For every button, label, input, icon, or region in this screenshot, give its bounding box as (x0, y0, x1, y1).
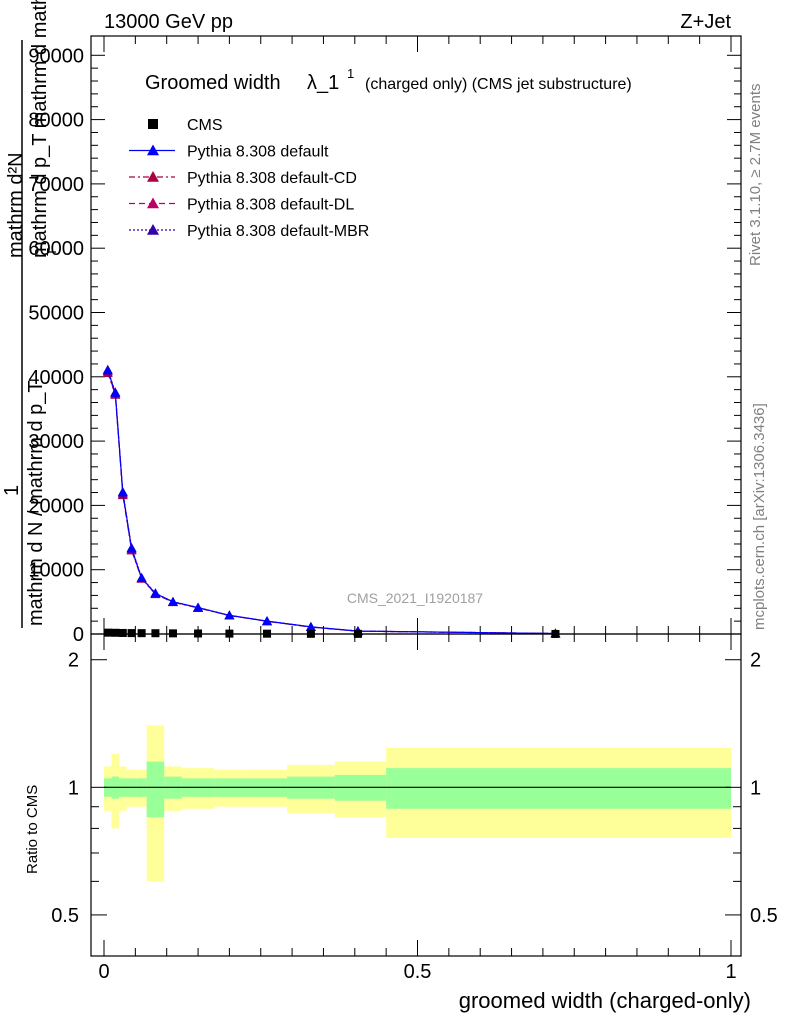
rivet-label: Rivet 3.1.10, ≥ 2.7M events (747, 84, 764, 267)
legend: CMS Pythia 8.308 default Pythia 8.308 defa… (129, 117, 369, 240)
ratio-ylabel: Ratio to CMS (24, 785, 41, 874)
cms-point (127, 629, 136, 638)
main-ytick-label: 60000 (28, 238, 84, 260)
cms-point (118, 628, 127, 637)
series-line (107, 371, 556, 635)
legend-label: CMS (187, 117, 223, 134)
plot-title-superscript: 1 (347, 66, 354, 81)
cms-point (103, 628, 112, 637)
series-point (117, 487, 128, 497)
ratio-frame (90, 633, 742, 957)
process-label: Z+Jet (680, 11, 731, 33)
ratio-panel: 0 0.5 1 0.5 0.5 1 1 2 2 (51, 633, 778, 983)
main-ytick-label: 70000 (28, 174, 84, 196)
series-line (107, 370, 556, 635)
series-point (224, 610, 235, 620)
cms-point (168, 629, 177, 638)
main-ylabel: mathrm d²N mathrm d p_T mathrm d mathrm … (1, 0, 59, 628)
ylabel-line-0: mathrm d²N (5, 152, 27, 258)
ratio-ytick-label-right: 1 (750, 777, 761, 799)
series-point (167, 596, 178, 606)
xlabel: groomed width (charged-only) (459, 988, 751, 1013)
main-ytick-label: 30000 (28, 431, 84, 453)
cms-point (151, 629, 160, 638)
ratio-ytick-label: 1 (68, 777, 79, 799)
ylabel-line-1: mathrm d p_T mathrm d mathrm d lambda (29, 0, 51, 258)
ylabel-subscript: T (44, 248, 59, 256)
main-ytick-label: 20000 (28, 495, 84, 517)
xtick-label: 0.5 (404, 961, 432, 983)
plot-title: Groomed width (145, 72, 281, 94)
series-point (136, 573, 147, 583)
ratio-ytick-label-right: 0.5 (750, 905, 778, 927)
series-point (262, 616, 273, 626)
ylabel-line-2: 1 (1, 485, 23, 496)
series-point (102, 365, 113, 375)
main-ytick-label: 10000 (28, 560, 84, 582)
cms-point (137, 629, 146, 638)
series-point (150, 588, 161, 598)
main-ytick-label: 0 (73, 624, 84, 646)
series-line (107, 369, 556, 635)
plot-title-symbol: λ_1 (307, 72, 339, 94)
mcplots-label: mcplots.cern.ch [arXiv:1306.3436] (751, 403, 768, 630)
legend-swatch-marker (147, 171, 159, 182)
analysis-label: CMS_2021_I1920187 (347, 590, 483, 606)
energy-label: 13000 GeV pp (104, 11, 233, 33)
cms-point (111, 628, 120, 637)
xtick-label: 1 (725, 961, 736, 983)
ratio-ytick-label: 2 (68, 650, 79, 672)
series-point (110, 387, 121, 397)
plot-title-suffix: (charged only) (CMS jet substructure) (365, 76, 632, 93)
inner-band-bin (386, 768, 731, 809)
inner-band-bin (146, 761, 165, 818)
ratio-ytick-label: 0.5 (51, 905, 79, 927)
legend-label: Pythia 8.308 default-DL (187, 197, 354, 214)
series-point (305, 621, 316, 631)
series-point (126, 543, 137, 553)
main-ytick-label: 50000 (28, 302, 84, 324)
xtick-label: 0 (98, 961, 109, 983)
legend-swatch-marker (147, 144, 159, 156)
legend-swatch-marker (147, 224, 159, 235)
ratio-ytick-label-right: 2 (750, 650, 761, 672)
legend-label: Pythia 8.308 default (187, 144, 329, 161)
legend-swatch-marker (147, 197, 159, 209)
ylabel-line-3: mathrm d N / mathrm d p_T (25, 380, 47, 626)
main-panel: 0 10000 20000 30000 40000 50000 60000 70000 8000… (28, 35, 742, 646)
series-point (193, 602, 204, 612)
legend-label: Pythia 8.308 default-MBR (187, 223, 369, 240)
legend-swatch (148, 119, 158, 129)
main-ytick-label: 90000 (28, 45, 84, 67)
series-line (107, 372, 556, 635)
main-ytick-label: 80000 (28, 110, 84, 132)
legend-label: Pythia 8.308 default-CD (187, 170, 357, 187)
main-ytick-label: 40000 (28, 367, 84, 389)
